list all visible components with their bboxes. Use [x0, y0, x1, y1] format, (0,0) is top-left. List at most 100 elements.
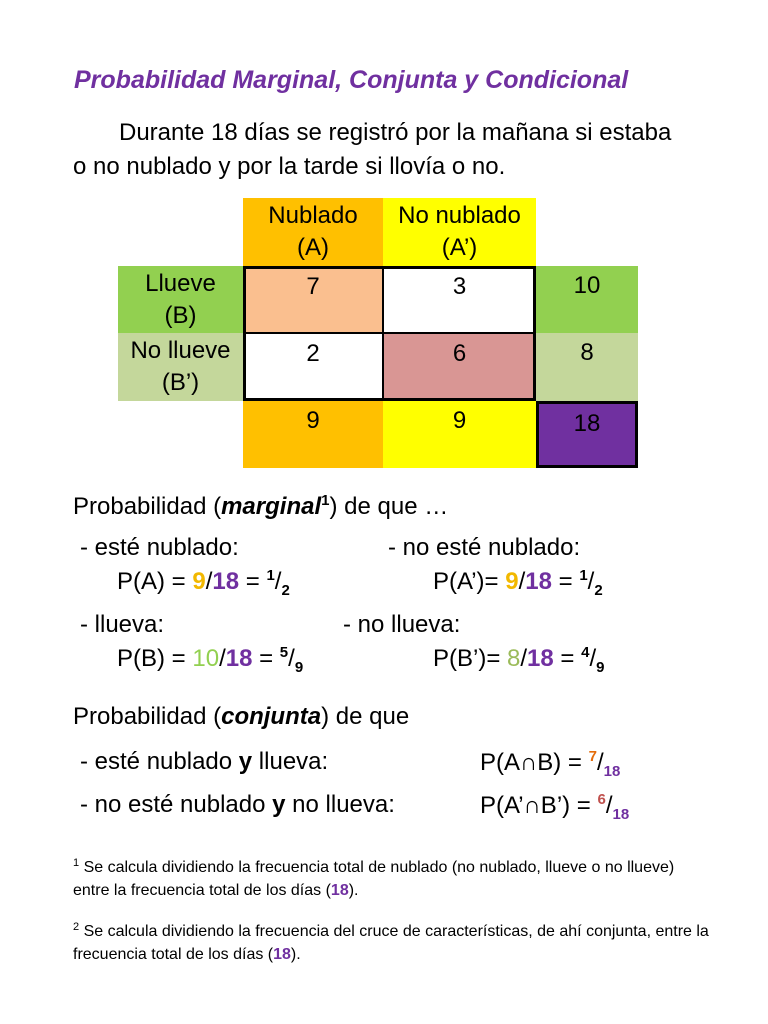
header-line: (A) — [297, 234, 329, 261]
text-run: - esté nublado: — [80, 534, 239, 561]
footnote-mark: 2 — [73, 921, 80, 933]
header-line: Llueve — [145, 270, 216, 297]
text-run: Se calcula dividiendo la frecuencia del … — [73, 923, 709, 963]
text-run: y — [238, 748, 253, 775]
text-run: = — [553, 645, 582, 672]
text-run: / — [219, 645, 226, 672]
formula: P(B’)= 8/18 = 4/9 — [433, 644, 604, 676]
text-run: / — [587, 568, 595, 595]
text-run: conjunta — [221, 703, 322, 730]
item-label: - no llueva: — [343, 611, 460, 639]
text-run: / — [205, 568, 213, 595]
row-total: 8 — [536, 333, 638, 401]
text-run: ). — [290, 946, 301, 963]
text-run: 8 — [507, 645, 521, 672]
text-run: P(B’)= — [433, 645, 508, 672]
header-line: Nublado — [268, 202, 358, 229]
item-label: - esté nublado y llueva: — [80, 748, 328, 776]
text-run: 18 — [330, 882, 349, 899]
text-run: ) de que — [321, 703, 410, 730]
column-header: Nublado (A) — [243, 198, 383, 266]
formula: P(B) = 10/18 = 5/9 — [117, 644, 303, 676]
text-run: Probabilidad ( — [73, 493, 222, 520]
text-run: Se calcula dividiendo la frecuencia tota… — [73, 859, 675, 899]
text-run: 18 — [212, 568, 240, 595]
table-cell: 2 — [243, 333, 383, 401]
text-run: 2 — [594, 582, 603, 599]
text-run: y — [272, 791, 286, 818]
text-run: ). — [348, 882, 359, 899]
text-run: 9 — [596, 659, 605, 676]
footnote-mark: 1 — [73, 857, 80, 869]
text-run: 9 — [505, 568, 519, 595]
text-run: - llueva: — [80, 611, 165, 638]
text-run: = — [551, 568, 580, 595]
text-run: P(A’∩B’) = — [480, 792, 598, 819]
text-run: 9 — [192, 568, 206, 595]
formula: P(A’∩B’) = 6/18 — [480, 791, 629, 823]
table-border — [243, 266, 536, 401]
text-run: - no llueva: — [343, 611, 461, 638]
item-label: - no esté nublado: — [388, 534, 580, 562]
text-run: / — [518, 568, 526, 595]
text-run: llueva: — [252, 748, 329, 775]
text-run: 9 — [294, 659, 304, 676]
text-run: = — [239, 568, 267, 595]
text-run: P(A) = — [117, 568, 193, 595]
text-run: P(B) = — [117, 645, 193, 672]
row-header: No llueve (B’) — [118, 333, 243, 401]
text-run: 18 — [527, 645, 554, 672]
text-run: P(A∩B) = — [480, 749, 589, 776]
text-run: / — [520, 645, 528, 672]
text-run: / — [605, 792, 613, 819]
text-run: 18 — [225, 645, 253, 672]
text-run: 7 — [588, 748, 597, 765]
section-heading: Probabilidad (conjunta) de que — [73, 703, 409, 731]
section-heading: Probabilidad (marginal1) de que … — [73, 492, 448, 521]
text-run: - no esté nublado: — [388, 534, 581, 561]
text-run: / — [596, 749, 604, 776]
item-label: - esté nublado: — [80, 534, 239, 562]
text-run: 4 — [581, 644, 590, 661]
text-run: - esté nublado — [80, 748, 239, 775]
title: Probabilidad Marginal, Conjunta y Condic… — [74, 66, 629, 94]
column-header: No nublado (A’) — [383, 198, 536, 266]
row-header: Llueve (B) — [118, 266, 243, 333]
column-total: 9 — [243, 401, 383, 468]
text-run: 1 — [266, 567, 275, 584]
text-run: 6 — [597, 791, 606, 808]
text-run: - no esté nublado — [80, 791, 273, 818]
footnote: 2 Se calcula dividiendo la frecuencia de… — [73, 916, 713, 966]
text-run: 2 — [281, 582, 290, 599]
text-run: 18 — [525, 568, 552, 595]
text-run: / — [288, 645, 295, 672]
text-run: P(A’)= — [433, 568, 506, 595]
header-line: (B’) — [161, 369, 200, 396]
table-cell: 3 — [383, 266, 536, 333]
text-run: 1 — [579, 567, 588, 584]
text-run: / — [589, 645, 597, 672]
item-label: - no esté nublado y no llueva: — [80, 791, 395, 819]
text-run: = — [252, 645, 280, 672]
table-cell: 7 — [243, 266, 383, 333]
text-run: 1 — [321, 492, 330, 509]
header-line: No nublado — [398, 202, 521, 229]
text-run: 18 — [603, 763, 621, 780]
text-run: 18 — [273, 946, 291, 963]
formula: P(A) = 9/18 = 1/2 — [117, 567, 290, 599]
column-total: 9 — [383, 401, 536, 468]
intro: Durante 18 días se registró por la mañan… — [73, 119, 672, 180]
header-line: (A’) — [441, 234, 478, 261]
text-run: no llueva: — [285, 791, 395, 818]
header-line: (B) — [164, 302, 197, 329]
text-run: 10 — [192, 645, 220, 672]
row-total: 10 — [536, 266, 638, 333]
text-run: marginal — [221, 493, 322, 520]
header-line: No llueve — [130, 337, 231, 364]
text-run: ) de que … — [329, 493, 449, 520]
formula: P(A∩B) = 7/18 — [480, 748, 620, 780]
text-run: 18 — [612, 806, 630, 823]
footnote: 1 Se calcula dividiendo la frecuencia to… — [73, 852, 713, 902]
grand-total: 18 — [536, 401, 638, 468]
